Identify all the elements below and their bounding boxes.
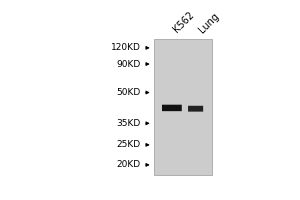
Text: 120KD: 120KD: [111, 43, 141, 52]
Text: 35KD: 35KD: [117, 119, 141, 128]
Text: 50KD: 50KD: [117, 88, 141, 97]
Text: Lung: Lung: [197, 11, 221, 35]
Text: 25KD: 25KD: [117, 140, 141, 149]
Text: 90KD: 90KD: [117, 60, 141, 69]
FancyBboxPatch shape: [188, 106, 203, 112]
Text: 20KD: 20KD: [117, 160, 141, 169]
Bar: [154, 39, 212, 175]
Text: K562: K562: [171, 10, 196, 35]
FancyBboxPatch shape: [162, 105, 182, 111]
